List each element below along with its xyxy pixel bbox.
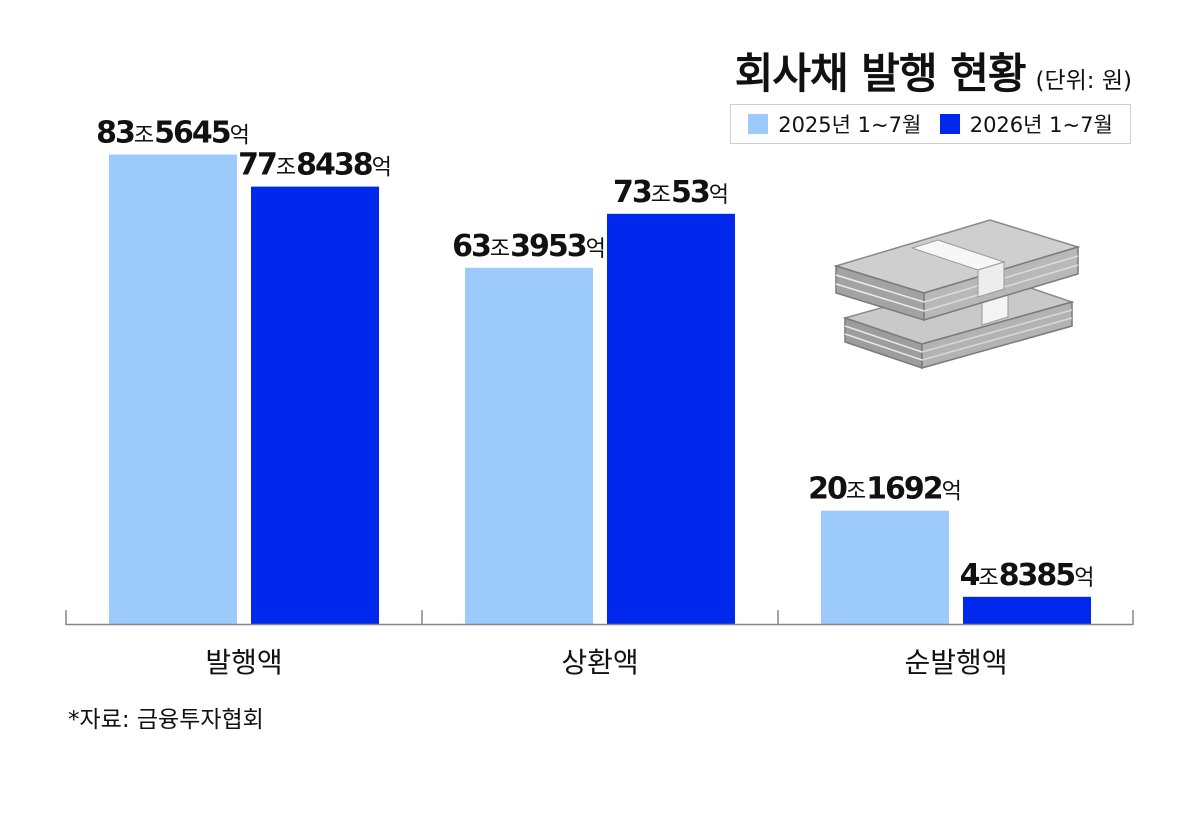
legend-item-2026: 2026년 1~7월: [939, 109, 1113, 139]
chart-title-block: 회사채 발행 현황 (단위: 원): [735, 40, 1132, 101]
value-label-2025-3: 20조1692억: [808, 472, 962, 507]
legend-swatch-2025: [748, 114, 769, 134]
bar-2026-1: [251, 186, 379, 624]
unit-note: (단위: 원): [1035, 68, 1133, 94]
bar-2025-2: [465, 267, 593, 624]
category-label-2: 상환액: [561, 646, 638, 679]
legend-label-2025: 2025년 1~7월: [778, 113, 922, 137]
value-label-2026-3: 4조8385억: [960, 558, 1095, 593]
legend-item-2025: 2025년 1~7월: [748, 109, 921, 139]
value-label-2026-1: 77조8438억: [238, 148, 392, 183]
legend-label-2026: 2026년 1~7월: [969, 113, 1113, 137]
value-label-2025-2: 63조3953억: [452, 229, 606, 264]
money-stack-icon: [833, 219, 1081, 370]
bar-2025-1: [109, 154, 237, 624]
legend: 2025년 1~7월 2026년 1~7월: [730, 104, 1131, 144]
source-note: *자료: 금융투자협회: [68, 707, 264, 733]
x-axis: 발행액 상환액 순발행액: [65, 610, 1134, 679]
bar-2026-2: [607, 213, 735, 625]
chart-title: 회사채 발행 현황: [734, 49, 1027, 98]
bars-layer: [109, 154, 1091, 625]
value-label-2026-2: 73조53억: [613, 175, 729, 210]
bar-2026-3: [963, 596, 1091, 624]
bar-2025-3: [821, 510, 949, 624]
legend-swatch-2026: [939, 114, 960, 134]
category-label-1: 발행액: [205, 646, 282, 679]
value-label-2025-1: 83조5645억: [96, 115, 250, 150]
category-label-3: 순발행액: [904, 646, 1007, 679]
